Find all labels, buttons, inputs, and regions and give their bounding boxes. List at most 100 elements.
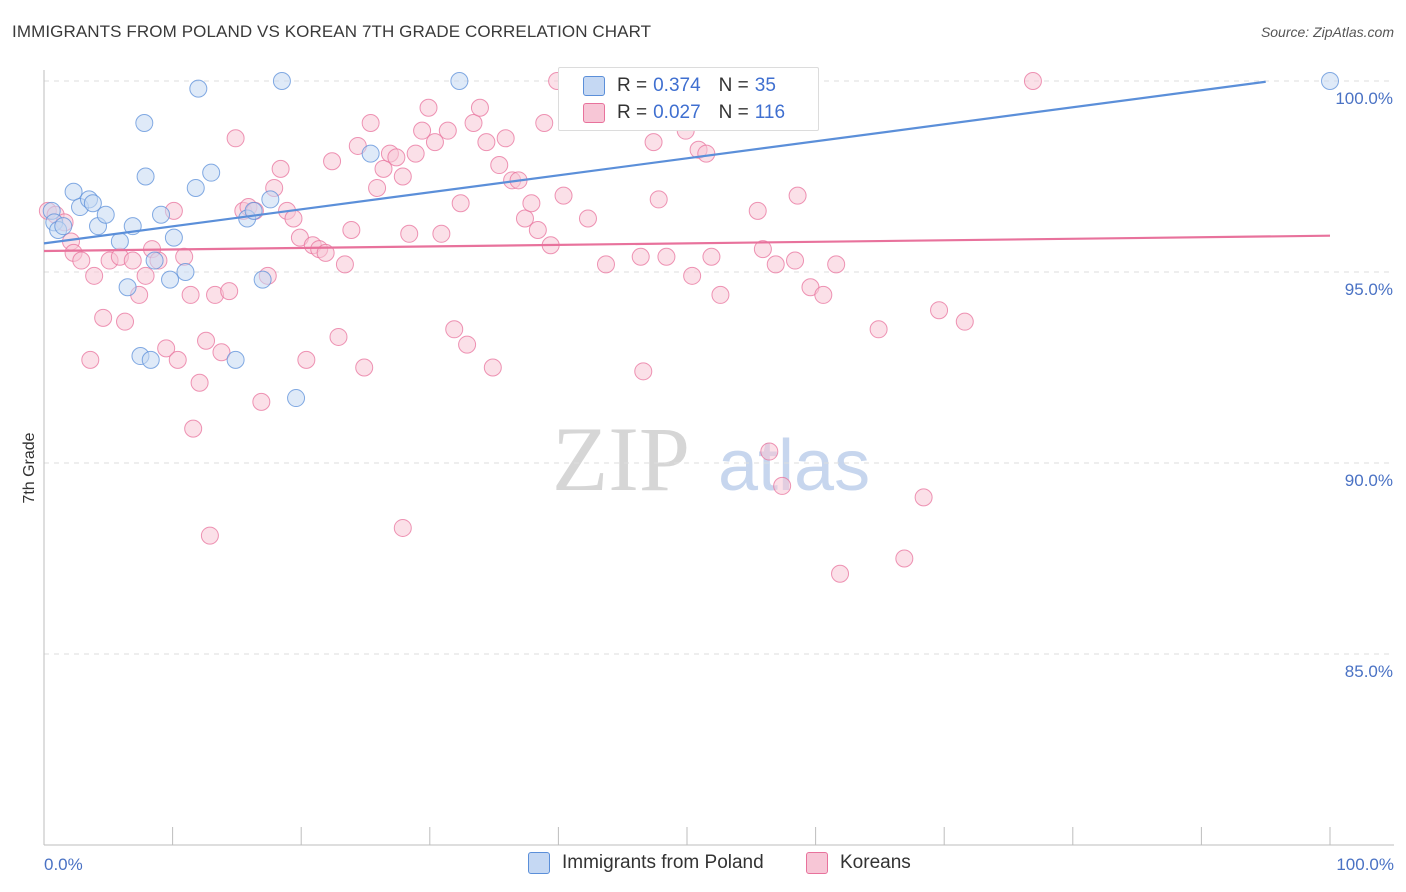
koreans-point (634, 362, 653, 381)
y-tick-label: 95.0% (1345, 280, 1393, 299)
koreans-point (788, 186, 807, 205)
koreans-points (38, 72, 1042, 583)
koreans-point (284, 209, 303, 228)
x-tick-label: 100.0% (1336, 855, 1394, 874)
koreans-point (81, 350, 100, 369)
koreans-point (271, 159, 290, 178)
koreans-point (483, 358, 502, 377)
poland-point (161, 270, 180, 289)
poland-points (42, 72, 1339, 408)
koreans-point (554, 186, 573, 205)
r-label: R = (617, 102, 648, 123)
n-value-poland: 35 (754, 75, 776, 96)
poland-point (261, 190, 280, 209)
koreans-point (157, 339, 176, 358)
poland-point (145, 251, 164, 270)
koreans-point (930, 301, 949, 320)
poland-point (253, 270, 272, 289)
koreans-point (831, 564, 850, 583)
koreans-point (445, 320, 464, 339)
koreans-point (190, 373, 209, 392)
koreans-point (827, 255, 846, 274)
koreans-point (329, 327, 348, 346)
poland-point (135, 114, 154, 133)
poland-point (110, 232, 129, 251)
koreans-point (496, 129, 515, 148)
y-tick-label: 100.0% (1335, 89, 1393, 108)
poland-point (141, 350, 160, 369)
axes (43, 70, 1394, 846)
koreans-point (419, 98, 438, 117)
koreans-point (814, 285, 833, 304)
koreans-point (578, 209, 597, 228)
koreans-point (535, 114, 554, 133)
koreans-point (136, 266, 155, 285)
poland-point (1321, 72, 1339, 90)
koreans-point (869, 320, 888, 339)
y-tick-label: 90.0% (1345, 471, 1393, 490)
poland-point (136, 167, 155, 186)
koreans-point (596, 255, 615, 274)
koreans-point (335, 255, 354, 274)
legend-item-poland: Immigrants from Poland (528, 852, 764, 874)
koreans-point (297, 350, 316, 369)
koreans-point (470, 98, 489, 117)
poland-point (189, 79, 208, 98)
watermark-atlas: atlas (718, 426, 870, 506)
y-axis-label: 7th Grade (21, 432, 38, 503)
poland-point (176, 263, 195, 281)
r-value-koreans: 0.027 (653, 102, 701, 123)
koreans-point (464, 114, 483, 133)
poland-point (186, 178, 205, 197)
koreans-point (393, 167, 412, 186)
koreans-trend-line (43, 234, 1331, 253)
koreans-point (413, 121, 432, 140)
koreans-point (490, 156, 509, 175)
poland-point (118, 278, 137, 297)
koreans-point (702, 247, 721, 266)
koreans-point (200, 526, 219, 545)
koreans-point (895, 549, 914, 568)
koreans-point (914, 488, 933, 507)
poland-legend-swatch (528, 852, 550, 874)
n-label: N = (718, 75, 749, 96)
koreans-point (786, 251, 805, 270)
poland-point (361, 144, 380, 163)
poland-point (202, 163, 221, 182)
koreans-swatch (583, 103, 605, 123)
koreans-point (116, 312, 135, 331)
koreans-point (1023, 72, 1042, 90)
koreans-point (773, 476, 792, 495)
r-value-poland: 0.374 (653, 75, 701, 96)
koreans-point (220, 282, 239, 301)
koreans-point (477, 133, 496, 152)
koreans-point (955, 312, 974, 331)
koreans-point (697, 144, 716, 163)
koreans-point (406, 144, 425, 163)
legend-item-koreans: Koreans (806, 852, 911, 874)
n-value-koreans: 116 (754, 102, 786, 123)
koreans-point (368, 178, 387, 197)
poland-point (96, 205, 115, 224)
legend-row-poland: R = 0.374 N = 35 (583, 74, 776, 98)
koreans-point (760, 442, 779, 461)
stats-legend: R = 0.374 N = 35 R = 0.027 N = 116 (558, 67, 819, 131)
koreans-point (197, 331, 216, 350)
koreans-point (451, 194, 470, 213)
koreans-point (649, 190, 668, 209)
koreans-point (432, 224, 451, 243)
trend-lines (43, 80, 1331, 253)
koreans-legend-swatch (806, 852, 828, 874)
koreans-point (753, 240, 772, 259)
koreans-point (644, 133, 663, 152)
koreans-point (361, 114, 380, 133)
koreans-point (748, 201, 767, 220)
koreans-point (683, 266, 702, 285)
koreans-point (181, 285, 200, 304)
koreans-point (766, 255, 785, 274)
poland-point (64, 182, 83, 201)
r-label: R = (617, 75, 648, 96)
koreans-point (657, 247, 676, 266)
y-tick-label: 85.0% (1345, 662, 1393, 681)
